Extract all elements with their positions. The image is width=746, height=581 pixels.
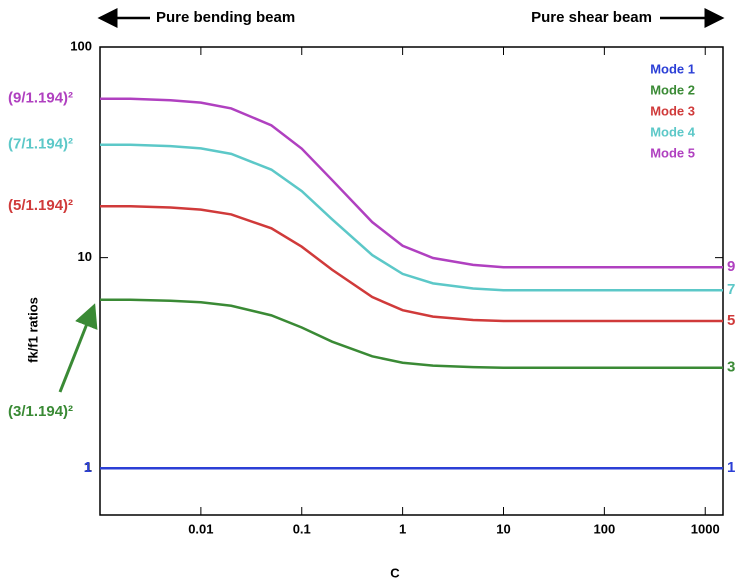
x-tick-label: 0.01 <box>188 521 213 536</box>
end-label: 1 <box>727 459 735 476</box>
end-label: 3 <box>727 359 735 376</box>
start-label: (3/1.194)² <box>8 403 73 420</box>
legend-entry: Mode 2 <box>650 82 695 97</box>
end-label: 5 <box>727 312 735 329</box>
x-tick-label: 0.1 <box>293 521 311 536</box>
x-axis-label: C <box>390 565 400 580</box>
x-tick-label: 1 <box>399 521 406 536</box>
end-label: 7 <box>727 281 735 298</box>
x-tick-label: 100 <box>594 521 616 536</box>
end-label: 9 <box>727 258 735 275</box>
x-tick-label: 1000 <box>691 521 720 536</box>
legend-entry: Mode 1 <box>650 61 695 76</box>
series-line <box>100 143 723 292</box>
start-label: 1 <box>84 459 92 476</box>
top-right-label: Pure shear beam <box>531 9 652 26</box>
legend-entry: Mode 4 <box>650 124 696 139</box>
legend-entry: Mode 3 <box>650 103 695 118</box>
y-axis-label: fk/f1 ratios <box>25 297 40 363</box>
arrow <box>58 303 98 393</box>
top-left-label: Pure bending beam <box>156 9 295 26</box>
start-label: (5/1.194)² <box>8 197 73 214</box>
series-line <box>100 204 723 323</box>
series-line <box>100 97 723 269</box>
y-tick-label: 1 <box>85 460 92 475</box>
x-tick-label: 10 <box>496 521 510 536</box>
legend-entry: Mode 5 <box>650 145 695 160</box>
y-tick-label: 100 <box>70 38 92 53</box>
start-label: (9/1.194)² <box>8 90 73 107</box>
series-line <box>100 298 723 370</box>
plot-frame <box>99 46 724 516</box>
start-label: (7/1.194)² <box>8 136 73 153</box>
y-tick-label: 10 <box>78 249 92 264</box>
